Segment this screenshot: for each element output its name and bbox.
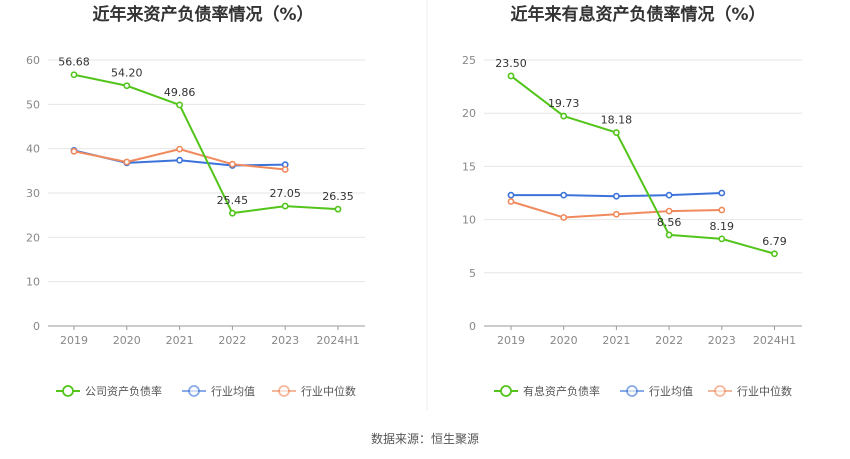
legend-marker bbox=[714, 385, 726, 397]
legend-label: 公司资产负债率 bbox=[85, 384, 162, 398]
legend-label: 行业均值 bbox=[649, 385, 693, 398]
data-point bbox=[70, 147, 78, 155]
data-label: 19.73 bbox=[548, 97, 580, 110]
legend-marker bbox=[626, 385, 638, 397]
chart-interest-debt-ratio: 近年来有息资产负债率情况（%） 0 5 10 15 20 25 2019 2020 2021 202… bbox=[462, 4, 802, 398]
legend-label: 行业中位数 bbox=[301, 384, 356, 398]
x-tick-label: 2023 bbox=[271, 334, 299, 347]
data-point bbox=[718, 189, 726, 197]
data-point bbox=[613, 210, 620, 218]
x-tick-label: 2024H1 bbox=[316, 334, 359, 347]
data-point bbox=[560, 214, 568, 221]
data-point bbox=[70, 71, 78, 79]
data-point bbox=[123, 82, 131, 90]
data-point bbox=[718, 235, 726, 243]
x-tick-label: 2020 bbox=[113, 334, 141, 347]
y-tick-label: 0 bbox=[469, 320, 476, 333]
x-tick-label: 2022 bbox=[655, 334, 683, 347]
x-tick-label: 2019 bbox=[60, 334, 88, 347]
legend-marker bbox=[278, 385, 290, 397]
y-tick-label: 0 bbox=[33, 320, 40, 333]
series-line bbox=[510, 75, 775, 255]
data-point bbox=[771, 250, 778, 258]
x-tick-label: 2021 bbox=[602, 334, 630, 347]
data-label: 56.68 bbox=[58, 56, 90, 69]
data-point bbox=[334, 205, 342, 213]
x-tick-label: 2022 bbox=[218, 334, 246, 347]
data-label: 8.56 bbox=[657, 216, 682, 229]
y-tick-label: 30 bbox=[26, 187, 40, 200]
data-point bbox=[281, 166, 289, 173]
data-point bbox=[665, 207, 673, 215]
x-tick-label: 2023 bbox=[708, 334, 736, 347]
data-point bbox=[228, 160, 236, 168]
y-tick-label: 20 bbox=[462, 107, 476, 120]
y-tick-label: 10 bbox=[462, 214, 476, 227]
data-label: 8.19 bbox=[710, 220, 735, 233]
data-point bbox=[507, 198, 515, 205]
data-point bbox=[613, 129, 620, 136]
data-point bbox=[176, 101, 183, 109]
data-label: 25.45 bbox=[217, 194, 249, 207]
data-label: 27.05 bbox=[269, 187, 301, 200]
data-point bbox=[665, 231, 673, 239]
x-tick-label: 2024H1 bbox=[753, 334, 796, 347]
legend-marker bbox=[188, 385, 200, 397]
y-tick-label: 25 bbox=[462, 54, 476, 67]
data-point bbox=[507, 72, 515, 80]
legend-label: 行业均值 bbox=[211, 385, 255, 398]
y-tick-label: 15 bbox=[462, 160, 476, 173]
legend-marker bbox=[500, 385, 512, 397]
legend-label: 有息资产负债率 bbox=[523, 384, 600, 398]
series-line bbox=[73, 73, 339, 215]
y-tick-label: 60 bbox=[26, 54, 40, 67]
data-point bbox=[665, 191, 673, 199]
data-label: 49.86 bbox=[164, 86, 196, 99]
data-source-text: 数据来源：恒生聚源 bbox=[371, 431, 479, 446]
y-tick-label: 10 bbox=[26, 276, 40, 289]
chart-title: 近年来资产负债率情况（%） bbox=[92, 4, 313, 25]
legend-marker bbox=[62, 385, 74, 397]
data-point bbox=[123, 158, 131, 166]
x-tick-label: 2019 bbox=[497, 334, 525, 347]
x-tick-label: 2020 bbox=[550, 334, 578, 347]
data-point bbox=[507, 191, 515, 199]
data-label: 18.18 bbox=[601, 114, 633, 127]
data-label: 23.50 bbox=[495, 57, 527, 70]
data-point bbox=[560, 112, 568, 120]
chart-debt-ratio: 近年来资产负债率情况（%） 0 10 20 30 40 50 60 2019 2020 2021 20… bbox=[26, 4, 365, 398]
data-point bbox=[560, 191, 568, 199]
data-point bbox=[176, 156, 183, 164]
legend-label: 行业中位数 bbox=[737, 384, 792, 398]
y-tick-label: 20 bbox=[26, 231, 40, 244]
data-label: 6.79 bbox=[762, 235, 787, 248]
data-point bbox=[613, 192, 620, 200]
data-label: 54.20 bbox=[111, 67, 143, 80]
data-point bbox=[281, 202, 289, 210]
data-point bbox=[228, 209, 236, 217]
y-tick-label: 50 bbox=[26, 98, 40, 111]
data-point bbox=[718, 206, 726, 214]
y-tick-label: 5 bbox=[469, 267, 476, 280]
x-tick-label: 2021 bbox=[166, 334, 194, 347]
data-point bbox=[176, 145, 183, 153]
y-tick-label: 40 bbox=[26, 143, 40, 156]
chart-title: 近年来有息资产负债率情况（%） bbox=[510, 4, 765, 25]
data-label: 26.35 bbox=[322, 190, 354, 203]
